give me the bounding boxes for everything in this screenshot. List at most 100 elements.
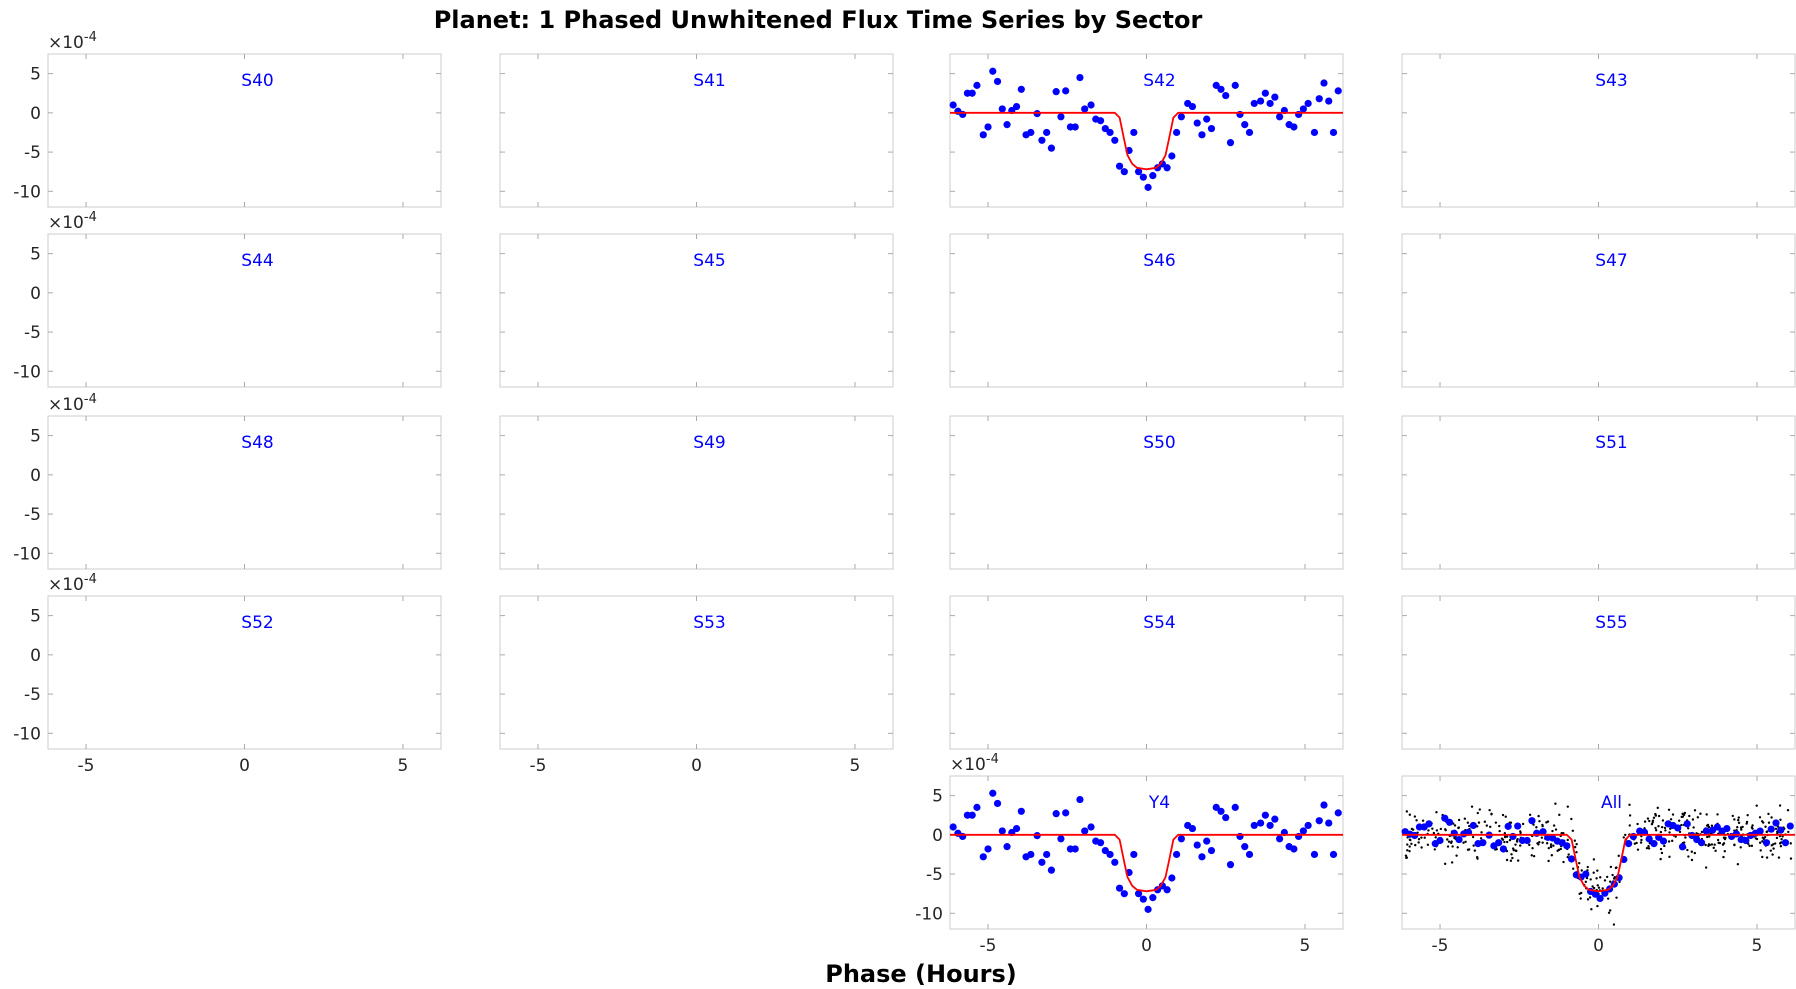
data-point xyxy=(1723,824,1731,833)
data-point xyxy=(1052,88,1060,96)
data-point xyxy=(1295,832,1303,841)
data-point xyxy=(1290,123,1298,131)
panel-s55: S55 xyxy=(1401,595,1796,750)
raw-point xyxy=(1736,818,1740,822)
raw-point xyxy=(1714,849,1717,853)
data-point xyxy=(1062,87,1070,95)
raw-point xyxy=(1597,886,1601,889)
raw-point xyxy=(1476,857,1479,860)
raw-point xyxy=(1408,845,1411,848)
axes-box xyxy=(47,233,442,388)
raw-point xyxy=(1516,859,1520,862)
x-tick-label: 5 xyxy=(1300,936,1311,956)
data-point xyxy=(1003,843,1011,851)
data-point xyxy=(1528,817,1536,825)
data-point xyxy=(1158,882,1166,890)
raw-point xyxy=(1770,816,1773,819)
raw-point xyxy=(1514,843,1517,846)
panel-grid: 5 0 -5 -10 ×10-4 S40 S41 S42 S43 5 0 -5 -10 ×10-4 S44 S… xyxy=(13,30,1796,956)
panel-label: Y4 xyxy=(1148,793,1170,813)
raw-point xyxy=(1779,818,1782,821)
raw-point xyxy=(1408,813,1412,816)
raw-point xyxy=(1779,841,1783,844)
raw-point xyxy=(1745,820,1749,824)
raw-point xyxy=(1708,835,1711,838)
raw-point xyxy=(1566,838,1569,842)
raw-point xyxy=(1421,819,1425,822)
axes-box xyxy=(499,53,894,208)
raw-point xyxy=(1767,812,1770,816)
data-point xyxy=(1144,905,1152,913)
y-tick-label: 5 xyxy=(30,245,41,265)
data-point xyxy=(973,803,981,811)
raw-point xyxy=(1446,838,1449,841)
data-point xyxy=(1325,819,1333,827)
data-point xyxy=(1231,803,1239,811)
raw-point xyxy=(1549,845,1553,848)
raw-point xyxy=(1668,831,1671,834)
raw-point xyxy=(1772,843,1775,846)
data-point xyxy=(1645,835,1653,843)
raw-point xyxy=(1547,859,1550,863)
data-point xyxy=(1310,128,1319,137)
data-point xyxy=(1250,99,1258,108)
data-point xyxy=(1266,821,1274,830)
data-point xyxy=(1325,97,1333,105)
panel-label: S40 xyxy=(241,71,273,91)
data-point xyxy=(998,105,1006,113)
raw-point xyxy=(1586,898,1590,901)
data-point xyxy=(989,789,997,797)
data-point xyxy=(1697,839,1706,847)
raw-point xyxy=(1704,843,1707,847)
y-exponent-label: ×10-4 xyxy=(950,752,999,775)
raw-point xyxy=(1647,847,1651,850)
y-exponent-label: ×10-4 xyxy=(48,392,97,415)
y-tick-label: 5 xyxy=(30,607,41,627)
data-point xyxy=(1038,858,1046,866)
data-point xyxy=(1271,93,1279,101)
raw-point xyxy=(1567,853,1570,856)
raw-point xyxy=(1509,859,1513,862)
raw-point xyxy=(1588,896,1592,899)
raw-point xyxy=(1663,844,1666,848)
x-tick-label: -5 xyxy=(530,756,547,776)
data-point xyxy=(1212,803,1220,811)
raw-point xyxy=(1722,855,1725,859)
raw-point xyxy=(1549,843,1553,846)
data-point xyxy=(998,827,1006,835)
raw-point xyxy=(1480,831,1483,834)
data-point xyxy=(1212,81,1220,89)
data-point xyxy=(1139,173,1147,181)
raw-point xyxy=(1601,887,1604,890)
axes-box xyxy=(47,415,442,570)
raw-point xyxy=(1696,816,1700,819)
raw-point xyxy=(1751,824,1754,827)
data-point xyxy=(1469,821,1477,830)
data-point xyxy=(1120,168,1128,176)
data-point xyxy=(1514,822,1522,830)
raw-point xyxy=(1457,826,1460,829)
raw-point xyxy=(1556,849,1559,852)
data-point xyxy=(949,823,957,831)
data-point xyxy=(1163,164,1171,172)
data-point xyxy=(1479,839,1487,847)
raw-point xyxy=(1528,813,1532,817)
raw-point xyxy=(1707,844,1710,848)
raw-point xyxy=(1645,846,1649,850)
raw-point xyxy=(1592,886,1596,890)
raw-point xyxy=(1451,845,1454,848)
data-point xyxy=(1106,128,1114,137)
data-point xyxy=(1315,817,1323,825)
panel-s48: 5 0 -5 -10 ×10-4 S48 xyxy=(13,392,442,570)
raw-point xyxy=(1716,813,1719,816)
data-point xyxy=(1115,884,1124,892)
raw-point xyxy=(1605,875,1609,879)
raw-point xyxy=(1578,861,1581,865)
data-point xyxy=(1207,846,1216,855)
raw-point xyxy=(1758,841,1762,844)
raw-point xyxy=(1700,830,1704,834)
y-tick-label: 0 xyxy=(30,466,41,486)
panel-label: S51 xyxy=(1595,433,1627,453)
raw-point xyxy=(1453,836,1456,840)
raw-point xyxy=(1639,841,1643,844)
